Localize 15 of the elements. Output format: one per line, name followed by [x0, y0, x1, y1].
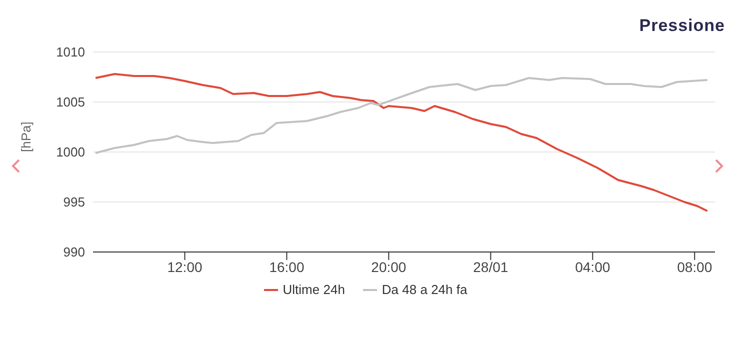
y-tick-label: 1000	[56, 144, 85, 160]
y-tick-label: 990	[63, 244, 85, 260]
x-tick-label: 16:00	[269, 258, 304, 275]
x-tick-label: 28/01	[473, 258, 508, 275]
x-tick-label: 20:00	[371, 258, 406, 275]
y-axis-title: [hPa]	[18, 122, 34, 152]
x-tick-label: 08:00	[677, 258, 712, 275]
chart-title: Pressione	[639, 16, 725, 36]
legend-label: Da 48 a 24h fa	[382, 282, 468, 297]
y-tick-label: 1010	[56, 44, 85, 60]
legend-label: Ultime 24h	[282, 282, 345, 297]
y-tick-label: 1005	[56, 94, 85, 110]
y-tick-label: 995	[63, 194, 85, 210]
x-tick-label: 12:00	[167, 258, 202, 275]
x-tick-label: 04:00	[575, 258, 610, 275]
